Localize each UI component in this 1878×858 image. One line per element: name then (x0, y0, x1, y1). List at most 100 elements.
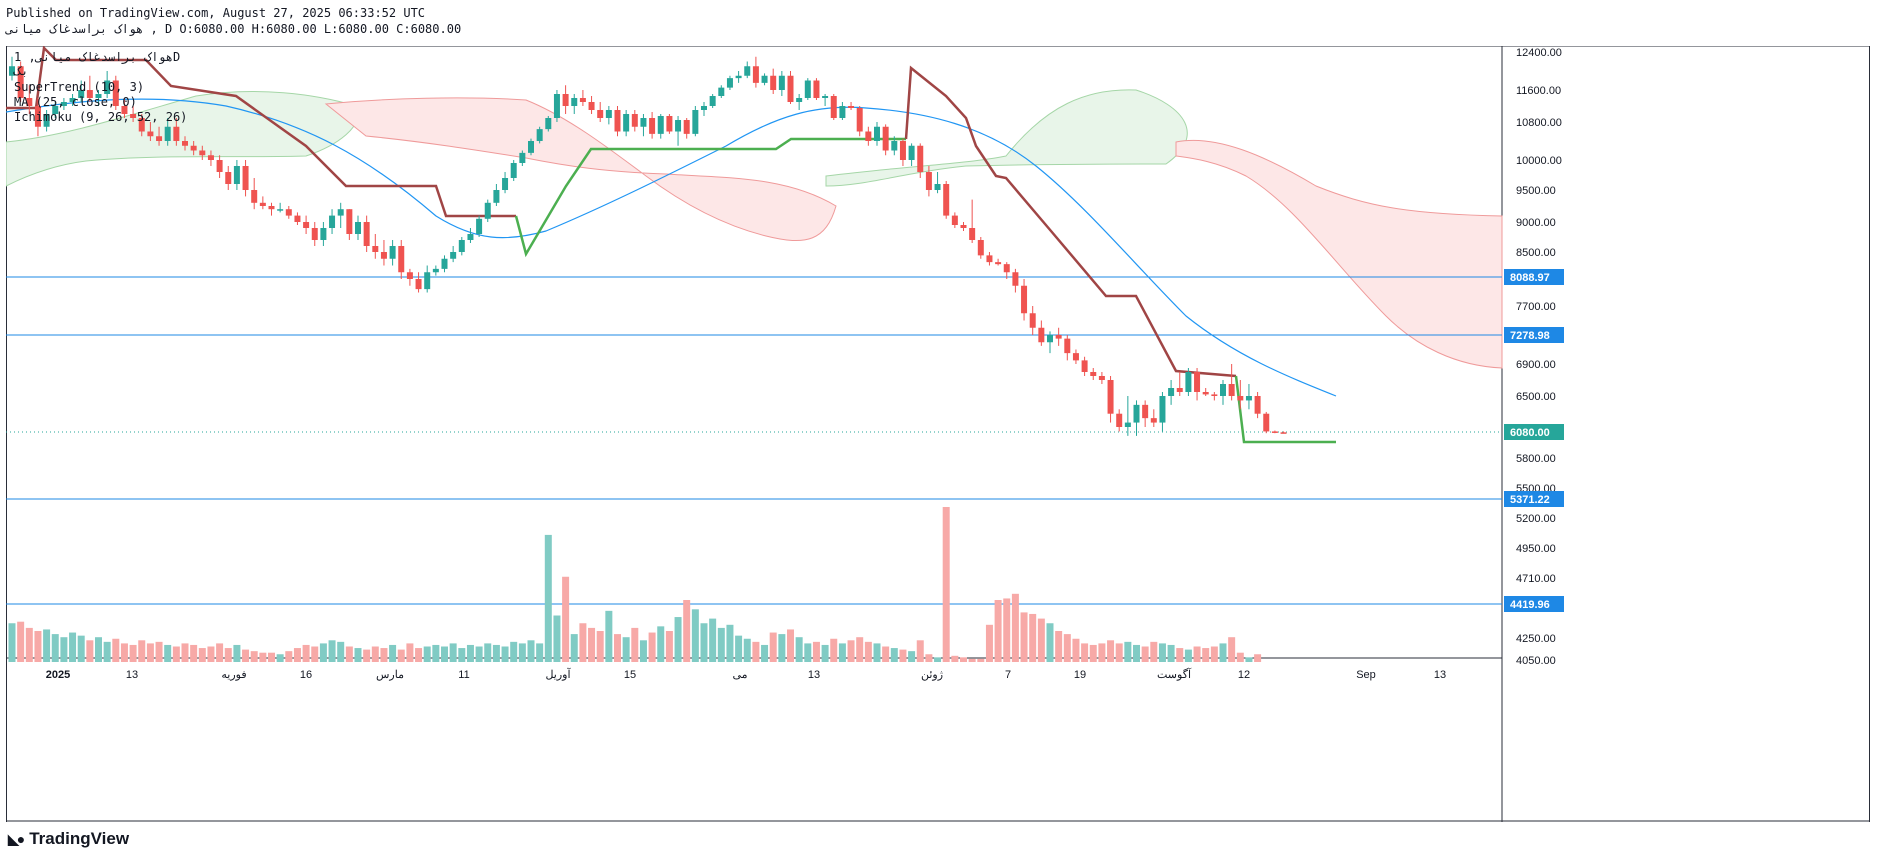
volume-bar (276, 654, 284, 662)
volume-bar (743, 638, 751, 662)
legend-ma[interactable]: MA (25, close, 0) (14, 95, 137, 109)
ichimoku-cloud-bullish (5, 90, 359, 187)
volume-bar (1046, 623, 1054, 662)
candle-body (1107, 380, 1114, 414)
volume-bar (951, 655, 959, 662)
x-tick-label: مارس (376, 669, 404, 681)
chart-frame[interactable]: 12400.00 11600.00 10800.00 10000.00 9500.00 9… (5, 45, 1870, 822)
price-line-tag-label: 4419.96 (1510, 599, 1550, 611)
volume-bar (778, 634, 786, 662)
candle-body (917, 145, 924, 172)
y-tick-label: 4250.00 (1516, 633, 1556, 645)
volume-bar (319, 643, 327, 662)
candle-body (1072, 353, 1079, 361)
candle-body (969, 228, 976, 240)
candle-body (787, 75, 794, 102)
volume-bar (25, 627, 33, 662)
volume-bar (1193, 646, 1201, 662)
volume-bar (8, 623, 16, 662)
candle-body (242, 166, 249, 190)
candle-body (406, 272, 413, 279)
volume-bar (553, 615, 561, 662)
volume-bar (103, 641, 111, 662)
volume-bar (838, 643, 846, 662)
legend-supertrend[interactable]: SuperTrend (10, 3) (14, 80, 145, 94)
x-tick-label: می (732, 669, 747, 681)
volume-bar (1228, 637, 1236, 662)
y-tick-label: 4950.00 (1516, 543, 1556, 555)
volume-bar (380, 648, 388, 662)
candle-body (1228, 384, 1235, 396)
volume-bar (1176, 648, 1184, 662)
candle-body (545, 118, 552, 130)
candle-body (735, 75, 742, 79)
volume-bar (562, 576, 570, 662)
volume-bar (432, 644, 440, 662)
volume-bar (207, 646, 215, 662)
candle-body (86, 90, 93, 98)
tradingview-logo[interactable]: ◣● TradingView (8, 829, 129, 849)
candle-body (891, 141, 898, 151)
candle-body (78, 90, 85, 98)
volume-bar (1150, 641, 1158, 662)
volume-bar (233, 644, 241, 662)
y-tick-label: 6900.00 (1516, 359, 1556, 371)
candle-body (536, 129, 543, 141)
candle-body (1133, 404, 1140, 423)
candle-body (1194, 372, 1201, 392)
legend-sub: بک (14, 64, 29, 78)
candle-body (268, 206, 275, 210)
candle-body (190, 145, 197, 151)
volume-bar (674, 617, 682, 662)
volume-bar (1202, 648, 1210, 662)
candlestick-chart[interactable]: 12400.00 11600.00 10800.00 10000.00 9500.00 9… (5, 45, 1870, 822)
candle-body (510, 163, 517, 178)
x-tick-label: ژوئن (921, 669, 943, 681)
volume-bar (639, 640, 647, 662)
ichimoku-cloud-bearish (324, 97, 837, 242)
legend-ichimoku[interactable]: Ichimoku (9, 26, 52, 26) (14, 110, 188, 124)
candle-body (363, 222, 370, 246)
candle-body (104, 80, 111, 94)
volume-bar (466, 644, 474, 662)
candle-body (649, 118, 656, 134)
volume-bar (190, 644, 198, 662)
price-line-tag (1504, 269, 1564, 285)
candle-body (571, 98, 578, 106)
volume-bar (1081, 643, 1089, 662)
volume-bar (518, 643, 526, 662)
price-line-tag (1504, 327, 1564, 343)
volume-bar (942, 507, 950, 662)
candle-body (156, 136, 163, 141)
candle-body (1150, 418, 1157, 423)
candle-body (631, 114, 638, 127)
volume-bar (34, 631, 42, 662)
volume-bar (337, 641, 345, 662)
candle-body (1003, 264, 1010, 273)
volume-bar (1124, 641, 1132, 662)
candle-body (1055, 335, 1062, 339)
y-tick-label: 11600.00 (1516, 85, 1561, 97)
candle-body (1176, 388, 1183, 392)
x-tick-label: 2025 (46, 669, 70, 681)
candle-body (744, 66, 751, 76)
volume-bar (761, 644, 769, 662)
candle-body (1237, 396, 1244, 401)
candle-body (1280, 432, 1287, 434)
volume-bar (1184, 649, 1192, 662)
volume-bar (994, 600, 1002, 662)
volume-bar (1219, 643, 1227, 662)
volume-bar (406, 643, 414, 662)
volume-bar (717, 627, 725, 662)
candle-body (17, 66, 24, 98)
candle-body (899, 141, 906, 160)
candle-body (597, 110, 604, 118)
y-tick-label: 5800.00 (1516, 453, 1556, 465)
moving-average-line (5, 98, 1337, 397)
volume-bar (985, 624, 993, 662)
candle-body (26, 98, 33, 106)
volume-bar (69, 632, 77, 662)
candle-body (692, 110, 699, 134)
candle-body (1081, 360, 1088, 372)
candle-body (995, 262, 1002, 265)
